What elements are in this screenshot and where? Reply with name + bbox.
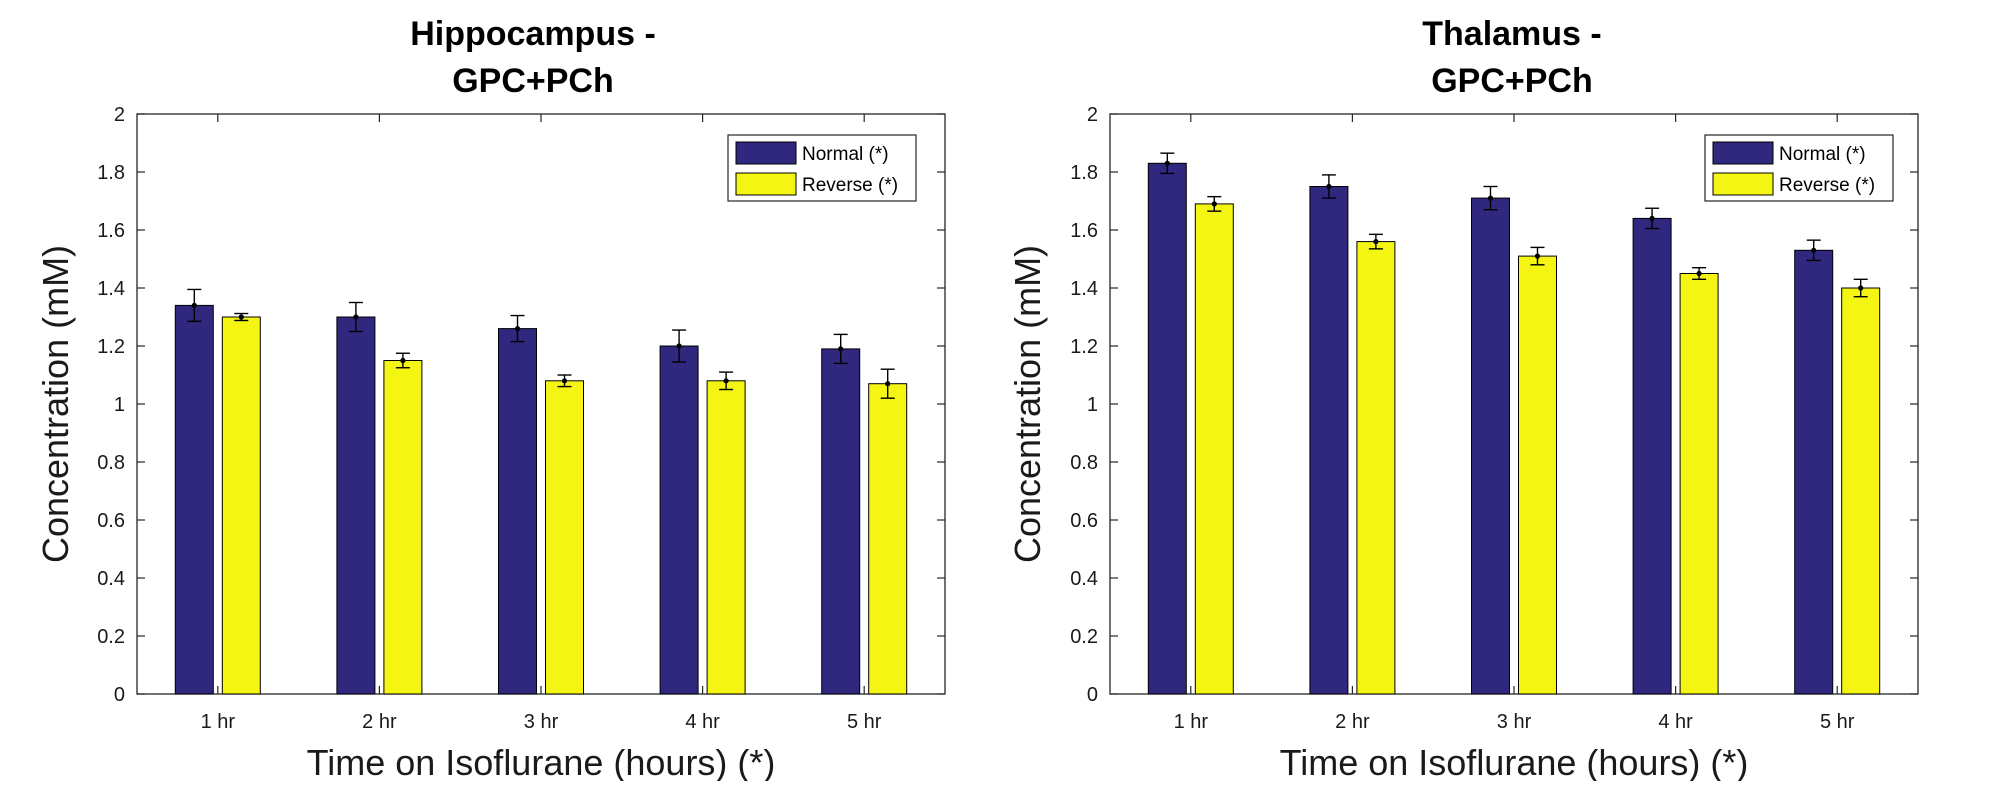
- y-tick-label: 1.2: [97, 336, 125, 358]
- chart-panel-2: Thalamus - GPC+PCh 0 0.2 0.4 0.6 0.8 1 1.2 1.4 1.6…: [1007, 15, 1919, 783]
- y-tick-label: 1.4: [1070, 278, 1098, 300]
- chart-title-line: GPC+PCh: [1431, 62, 1593, 100]
- legend-swatch-normal: [1712, 141, 1774, 165]
- y-tick-label: 0.2: [97, 626, 125, 648]
- y-tick-label: 0.8: [1070, 452, 1098, 474]
- y-tick-label: 1: [1087, 394, 1098, 416]
- x-tick-label: 2 hr: [1335, 711, 1370, 733]
- x-tick-label: 5 hr: [847, 711, 882, 733]
- chart-panel-1: Hippocampus - GPC+PCh 0 0.2 0.4 0.6 0.8 1 1.2 1.4…: [35, 15, 946, 783]
- y-tick-label: 1.8: [1070, 162, 1098, 184]
- bar-reverse: [706, 380, 746, 695]
- bar-reverse: [1194, 203, 1234, 695]
- mean-marker: [1487, 195, 1494, 201]
- bar-normal: [498, 328, 537, 695]
- y-tick-label: 2: [114, 104, 125, 126]
- mean-marker: [514, 326, 521, 332]
- bar-reverse: [1356, 241, 1396, 695]
- x-tick-label: 4 hr: [685, 711, 720, 733]
- y-tick-label: 2: [1087, 104, 1098, 126]
- x-tick-label: 3 hr: [1497, 711, 1532, 733]
- mean-marker: [353, 314, 359, 320]
- legend-swatch-reverse: [735, 172, 797, 196]
- chart-title-line: Thalamus -: [1422, 15, 1601, 53]
- mean-marker: [885, 381, 891, 387]
- bar-reverse: [1518, 255, 1557, 695]
- y-axis-label: Concentration (mM): [1007, 245, 1048, 563]
- mean-marker: [561, 378, 568, 384]
- mean-marker: [191, 302, 197, 308]
- bar-normal: [1794, 249, 1834, 695]
- y-tick-label: 1.8: [97, 162, 125, 184]
- x-tick-label: 5 hr: [1820, 711, 1855, 733]
- mean-marker: [1373, 239, 1379, 245]
- y-tick-label: 0.8: [97, 452, 125, 474]
- x-tick-label: 2 hr: [362, 711, 397, 733]
- legend-label: Reverse (*): [802, 175, 898, 196]
- chart-title-line: GPC+PCh: [452, 62, 614, 100]
- bar-reverse: [545, 380, 584, 695]
- bar-reverse: [1841, 287, 1881, 695]
- legend-swatch-normal: [735, 141, 797, 165]
- mean-marker: [1164, 160, 1170, 166]
- mean-marker: [1534, 253, 1541, 259]
- bar-reverse: [868, 383, 908, 695]
- mean-marker: [400, 357, 406, 364]
- bar-reverse: [1679, 273, 1719, 695]
- y-tick-label: 1: [114, 394, 125, 416]
- mean-marker: [1326, 183, 1332, 190]
- x-axis-label: Time on Isoflurane (hours) (*): [1280, 742, 1749, 781]
- y-tick-label: 1.6: [97, 220, 125, 242]
- x-tick-label: 1 hr: [1174, 711, 1209, 733]
- y-tick-label: 1.2: [1070, 336, 1098, 358]
- mean-marker: [676, 343, 682, 349]
- x-axis-label: Time on Isoflurane (hours) (*): [307, 742, 776, 781]
- legend-swatch-reverse: [1712, 172, 1774, 196]
- x-tick-label: 3 hr: [524, 711, 559, 733]
- chart-title-line: Hippocampus -: [410, 15, 656, 53]
- legend-label: Normal (*): [802, 144, 889, 165]
- mean-marker: [1649, 215, 1655, 221]
- y-axis-label: Concentration (mM): [35, 245, 76, 563]
- bar-normal: [821, 348, 861, 695]
- y-tick-label: 0.6: [1070, 510, 1098, 532]
- y-tick-label: 0: [1087, 684, 1098, 706]
- y-tick-label: 1.4: [97, 278, 125, 300]
- y-tick-label: 0.2: [1070, 626, 1098, 648]
- mean-marker: [838, 346, 844, 352]
- y-tick-label: 1.6: [1070, 220, 1098, 242]
- mean-marker: [723, 378, 729, 384]
- y-tick-label: 0: [114, 684, 125, 706]
- bar-normal: [659, 345, 699, 695]
- mean-marker: [1696, 270, 1702, 277]
- legend-label: Reverse (*): [1779, 175, 1875, 196]
- bar-normal: [174, 304, 214, 695]
- bar-normal: [1632, 217, 1672, 695]
- bar-normal: [336, 316, 376, 695]
- bar-reverse: [221, 316, 261, 695]
- mean-marker: [1211, 201, 1217, 207]
- bar-normal: [1147, 162, 1187, 695]
- legend-label: Normal (*): [1779, 144, 1866, 165]
- mean-marker: [1811, 247, 1817, 253]
- mean-marker: [238, 314, 244, 320]
- mean-marker: [1858, 285, 1864, 291]
- y-tick-label: 0.4: [97, 568, 125, 590]
- bar-normal: [1471, 197, 1510, 695]
- x-tick-label: 1 hr: [201, 711, 236, 733]
- y-tick-label: 0.4: [1070, 568, 1098, 590]
- y-tick-label: 0.6: [97, 510, 125, 532]
- bar-normal: [1309, 186, 1349, 695]
- bar-reverse: [383, 360, 423, 695]
- x-tick-label: 4 hr: [1658, 711, 1693, 733]
